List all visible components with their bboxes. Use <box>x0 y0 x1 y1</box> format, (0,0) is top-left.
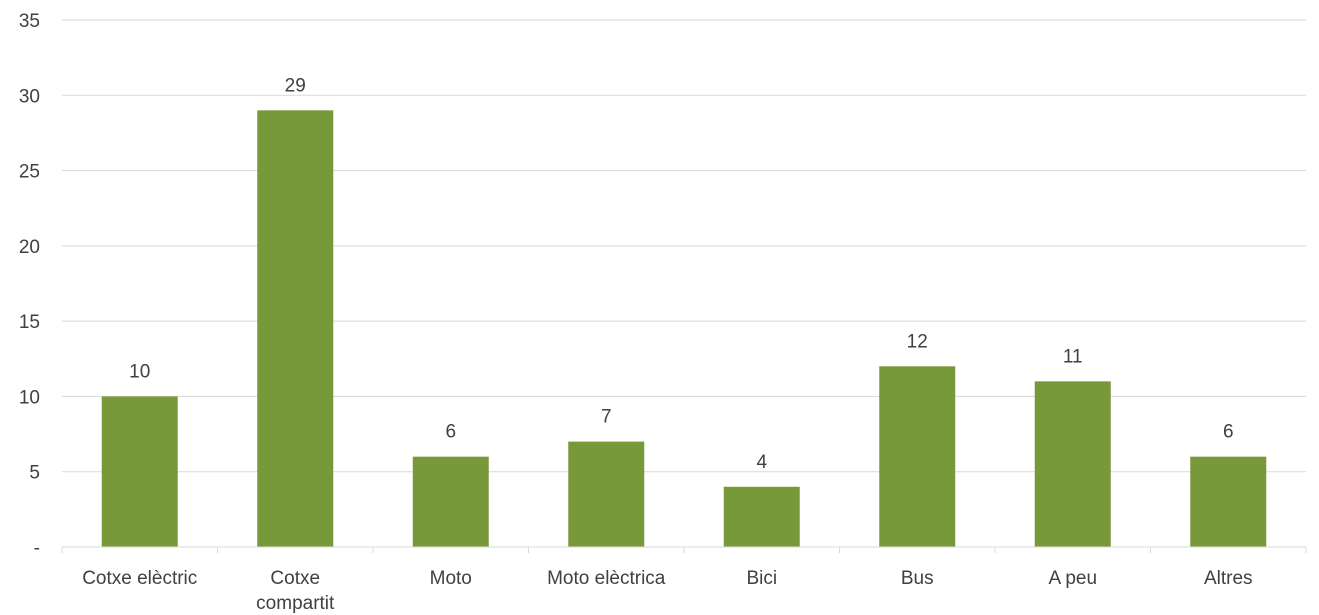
x-category-label: A peu <box>1048 568 1097 589</box>
bar <box>879 366 956 547</box>
x-category-label: Cotxe <box>270 568 320 589</box>
data-label: 12 <box>907 331 928 352</box>
y-tick-label: 20 <box>19 237 40 258</box>
y-tick-label: 5 <box>29 463 40 484</box>
bar <box>723 486 800 547</box>
data-label: 6 <box>1223 422 1234 443</box>
x-category-label: Moto <box>430 568 472 589</box>
y-tick-label: 35 <box>19 11 40 32</box>
y-tick-label: 10 <box>19 387 40 408</box>
y-tick-label: 30 <box>19 86 40 107</box>
bar <box>1190 456 1267 547</box>
grid-lines <box>62 19 1306 473</box>
data-label: 6 <box>445 422 456 443</box>
x-axis-category-labels: Cotxe elèctric Cotxe compartit Moto Moto elè… <box>82 568 1252 614</box>
x-category-label: Bici <box>746 568 777 589</box>
data-label: 29 <box>285 75 306 96</box>
y-axis-tick-labels: - 5 10 15 20 25 30 35 <box>19 11 40 559</box>
x-category-label: Altres <box>1204 568 1253 589</box>
y-tick-label: 25 <box>19 162 40 183</box>
x-category-label: Bus <box>901 568 934 589</box>
x-category-label: Moto elèctrica <box>547 568 666 589</box>
bar <box>568 441 645 547</box>
x-axis <box>61 546 1307 553</box>
data-label: 7 <box>601 407 612 428</box>
y-tick-label: - <box>34 538 40 559</box>
x-category-label: compartit <box>256 593 335 614</box>
bar <box>101 396 178 547</box>
data-label: 11 <box>1063 346 1083 367</box>
bar <box>257 110 334 547</box>
x-category-label: Cotxe elèctric <box>82 568 197 589</box>
data-label: 4 <box>756 452 767 473</box>
bar <box>1034 381 1111 547</box>
data-labels: 10 29 6 7 4 12 11 6 <box>129 75 1233 472</box>
y-tick-label: 15 <box>19 312 40 333</box>
bars <box>101 110 1267 547</box>
data-label: 10 <box>129 361 150 382</box>
bar <box>412 456 489 547</box>
